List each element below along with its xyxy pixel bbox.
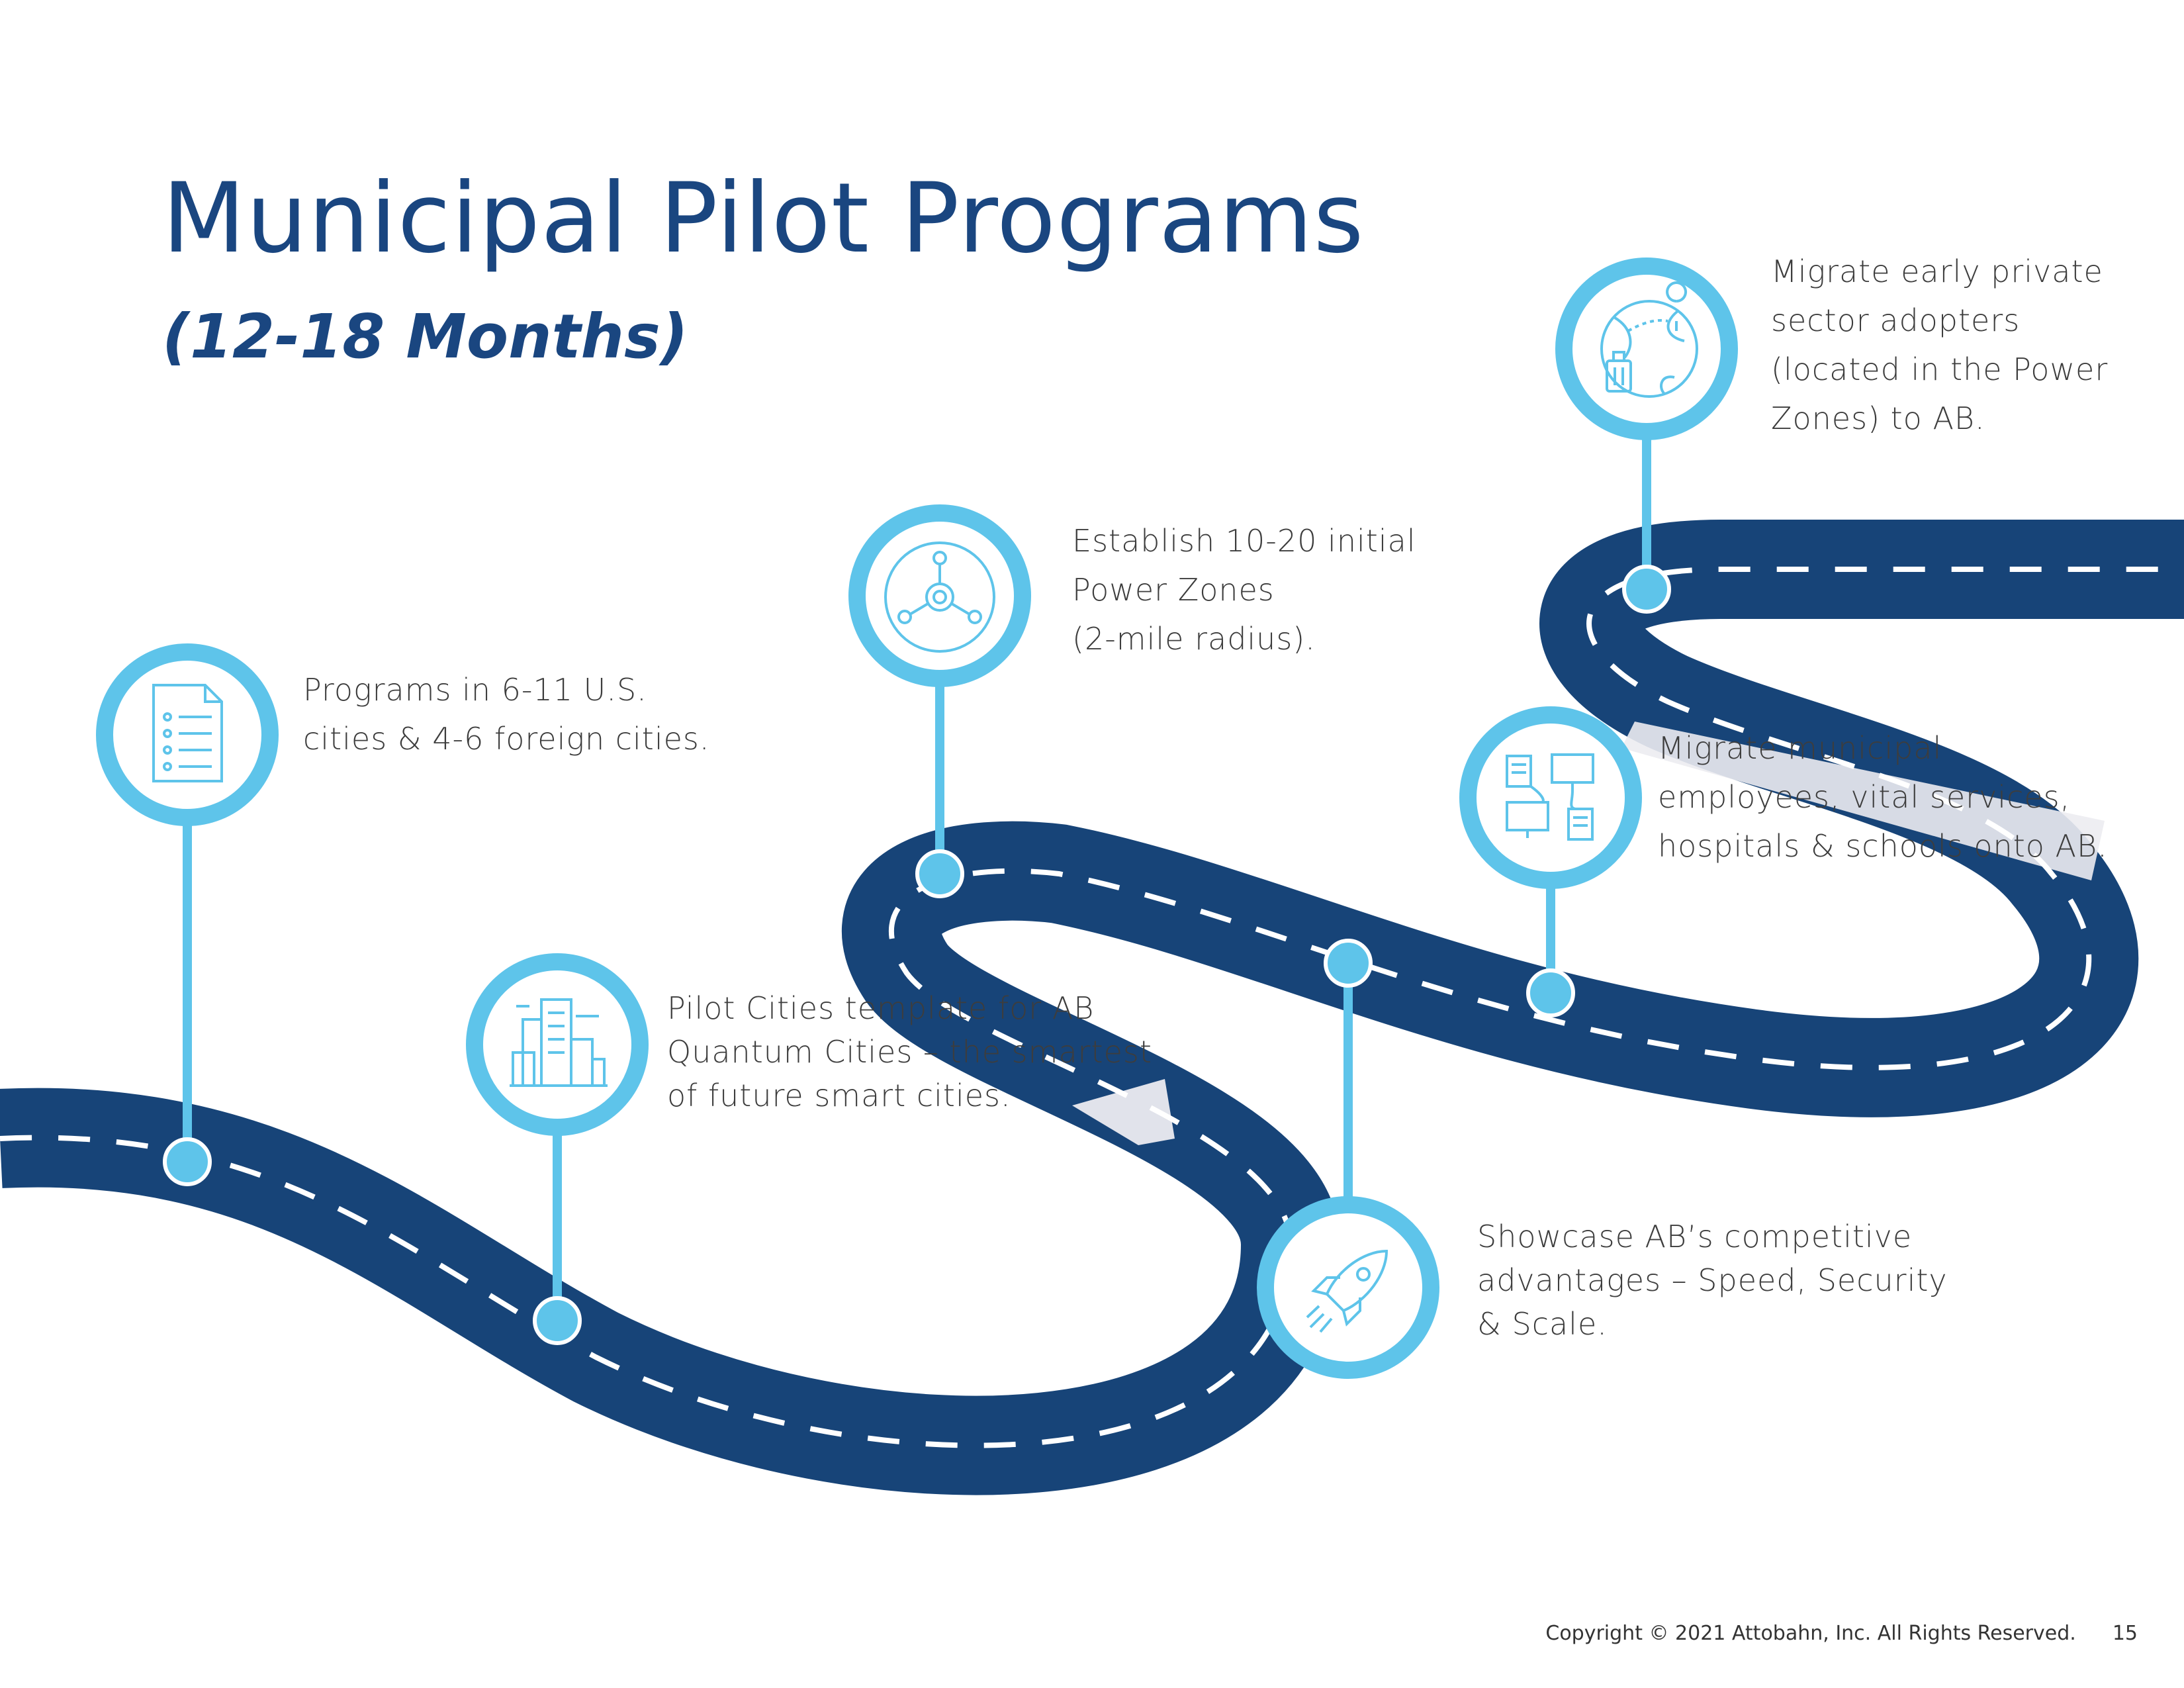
milestone-1-text: Programs in 6-11 U.S. cities & 4-6 forei… [303, 665, 710, 763]
milestone-4 [1257, 939, 1439, 1379]
road-center-dashes [0, 567, 2184, 1448]
copyright-text: Copyright © 2021 Attobahn, Inc. All Righ… [1545, 1622, 2076, 1645]
document-list-icon [152, 684, 223, 782]
footer: Copyright © 2021 Attobahn, Inc. All Righ… [1545, 1622, 2138, 1645]
milestone-4-line-1: Showcase AB’s competitive [1477, 1219, 1913, 1254]
milestone-5 [1459, 706, 1642, 1017]
milestone-1-line-1: Programs in 6-11 U.S. [303, 672, 647, 708]
milestone-4-line-2: advantages – Speed, Security [1477, 1262, 1948, 1298]
milestone-3-line-2: Power Zones [1072, 572, 1275, 608]
milestone-6 [1555, 258, 1738, 614]
milestone-6-text: Migrate early private sector adopters (l… [1771, 247, 2108, 443]
milestone-2 [466, 953, 649, 1345]
milestone-5-line-1: Migrate municipal [1658, 730, 1942, 766]
milestone-3-line-1: Establish 10-20 initial [1072, 523, 1416, 559]
milestone-3-line-3: (2-mile radius). [1072, 621, 1316, 657]
milestone-5-line-2: employees, vital services, [1658, 779, 2071, 815]
milestone-3 [848, 504, 1031, 898]
milestone-5-line-3: hospitals & schools onto AB. [1658, 828, 2108, 864]
globe-travel-icon [1600, 281, 1698, 398]
milestone-1-line-2: cities & 4-6 foreign cities. [303, 721, 710, 757]
milestone-2-line-3: of future smart cities. [667, 1078, 1011, 1113]
page-subtitle: (12-18 Months) [162, 301, 688, 372]
road-highlight-left [1072, 1079, 1175, 1145]
milestone-4-line-3: & Scale. [1477, 1306, 1608, 1342]
city-buildings-icon [510, 998, 608, 1087]
milestone-5-text: Migrate municipal employees, vital servi… [1658, 724, 2108, 870]
page-title: Municipal Pilot Programs [162, 162, 1365, 275]
road-highlight-right [1621, 722, 2105, 880]
milestone-2-line-1: Pilot Cities template for AB [667, 990, 1095, 1026]
milestone-2-text: Pilot Cities template for AB Quantum Cit… [667, 986, 1152, 1117]
page-number: 15 [2112, 1622, 2138, 1645]
milestone-6-line-4: Zones) to AB. [1771, 400, 1985, 436]
milestone-4-text: Showcase AB’s competitive advantages – S… [1477, 1215, 1948, 1346]
milestone-6-line-1: Migrate early private [1771, 254, 2103, 289]
milestone-6-line-3: (located in the Power [1771, 352, 2109, 387]
connected-devices-icon [1506, 753, 1594, 841]
network-hub-icon [884, 541, 995, 653]
milestone-3-text: Establish 10-20 initial Power Zones (2-m… [1072, 516, 1416, 663]
rocket-icon [1306, 1249, 1388, 1333]
milestone-6-line-2: sector adopters [1771, 303, 2021, 338]
milestone-1 [96, 643, 279, 1186]
milestone-2-line-2: Quantum Cities – the smartest [667, 1034, 1152, 1070]
